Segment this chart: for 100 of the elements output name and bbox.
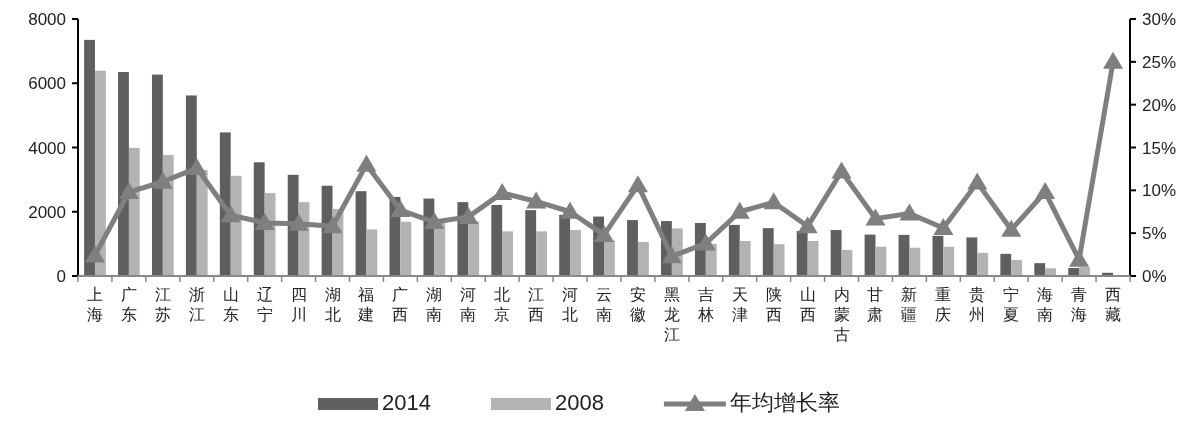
x-tick-label: 河南	[460, 286, 477, 323]
x-tick-label: 天津	[731, 286, 748, 323]
y-tick-label: 6000	[28, 74, 66, 94]
bar	[434, 222, 446, 276]
bar	[1034, 263, 1046, 276]
bar	[1079, 267, 1090, 276]
point	[627, 175, 648, 193]
x-tick-label: 湖北	[324, 286, 341, 323]
bar	[196, 169, 208, 276]
y2-tick-label: 5%	[1142, 224, 1167, 244]
x-tick-label: 广西	[392, 286, 409, 323]
x-tick-label: 新疆	[901, 286, 918, 323]
point	[1001, 219, 1022, 237]
point	[933, 218, 954, 236]
bar	[151, 74, 163, 276]
bar	[1000, 253, 1012, 276]
bar	[977, 252, 989, 276]
bar	[1045, 268, 1057, 276]
bar	[796, 231, 808, 276]
bar	[219, 132, 231, 276]
bar	[1011, 259, 1023, 276]
legend-label: 2008	[554, 390, 604, 415]
x-tick-label: 青海	[1071, 286, 1088, 323]
x-tick-label: 福建	[357, 286, 375, 323]
y-tick-label: 2000	[28, 202, 66, 222]
bar	[400, 221, 412, 276]
bar	[875, 246, 887, 276]
bar	[118, 72, 129, 276]
x-tick-label: 吉林	[696, 286, 714, 323]
bar	[773, 244, 785, 276]
bar	[230, 175, 242, 276]
x-tick-label: 云南	[596, 286, 612, 323]
bar	[491, 205, 503, 276]
point	[84, 245, 105, 263]
bar	[366, 229, 378, 276]
point	[899, 203, 920, 221]
y2-tick-label: 0%	[1142, 267, 1167, 286]
bar	[762, 228, 774, 276]
y2-tick-label: 20%	[1142, 95, 1177, 115]
legend-label: 2014	[382, 390, 431, 415]
bar	[932, 235, 944, 276]
bar	[728, 224, 740, 276]
point	[322, 216, 343, 234]
x-tick-label: 江苏	[154, 286, 171, 323]
bar	[570, 230, 581, 276]
bar	[185, 95, 197, 276]
x-tick-label: 黑龙江	[663, 286, 680, 343]
bar	[739, 240, 751, 276]
bar	[559, 214, 571, 276]
bar	[468, 221, 480, 276]
x-tick-label: 河北	[562, 286, 579, 323]
x-tick-label: 宁夏	[1003, 286, 1020, 323]
point	[695, 233, 716, 251]
point	[526, 191, 547, 209]
point	[220, 205, 241, 223]
x-tick-label: 重庆	[935, 286, 952, 323]
point	[560, 201, 581, 219]
y2-tick-label: 10%	[1142, 181, 1177, 201]
y2-tick-label: 30%	[1142, 10, 1177, 29]
x-tick-label: 浙江	[188, 286, 205, 323]
bar	[94, 70, 106, 276]
x-tick-label: 湖南	[426, 286, 443, 323]
bar	[355, 191, 367, 276]
point	[118, 182, 139, 200]
x-tick-label: 北京	[494, 286, 511, 323]
x-tick-label: 甘肃	[867, 286, 884, 323]
bar	[830, 230, 842, 276]
x-tick-label: 山西	[799, 286, 816, 323]
point	[492, 182, 513, 200]
point	[661, 246, 682, 264]
bar	[943, 246, 955, 276]
x-tick-label: 上海	[86, 286, 103, 323]
bar	[525, 210, 537, 276]
bar	[128, 147, 140, 276]
point	[729, 201, 750, 219]
x-tick-label: 安徽	[629, 286, 646, 323]
x-tick-label: 四川	[290, 286, 307, 323]
point	[1035, 182, 1056, 200]
point	[1069, 249, 1090, 267]
point	[152, 171, 173, 189]
x-tick-label: 西藏	[1105, 286, 1122, 323]
bar	[84, 39, 95, 276]
x-tick-label: 海南	[1037, 286, 1054, 323]
point	[288, 213, 309, 231]
x-tick-label: 内蒙古	[833, 286, 850, 343]
point	[254, 212, 275, 230]
point	[424, 212, 445, 230]
y-tick-label: 8000	[28, 10, 66, 29]
bar	[162, 154, 174, 276]
point	[797, 216, 818, 234]
point	[594, 224, 614, 242]
bar	[502, 231, 514, 276]
point	[763, 192, 784, 210]
point	[865, 208, 886, 226]
x-tick-label: 陕西	[765, 286, 782, 323]
bar	[253, 162, 265, 276]
x-tick-label: 山东	[222, 286, 239, 323]
y2-tick-label: 25%	[1142, 52, 1177, 72]
point	[831, 161, 852, 179]
point	[458, 206, 479, 224]
